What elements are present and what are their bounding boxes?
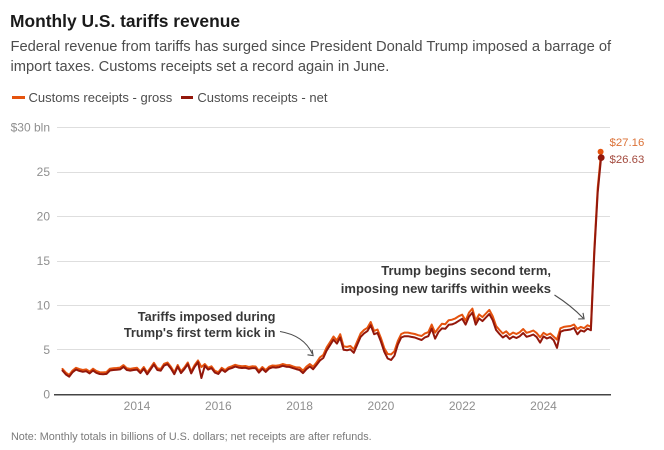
svg-text:0: 0 [43,388,50,402]
svg-text:2024: 2024 [530,399,557,413]
svg-text:2016: 2016 [205,399,232,413]
svg-text:5: 5 [43,343,50,357]
svg-text:10: 10 [37,299,51,313]
svg-text:2020: 2020 [368,399,395,413]
svg-text:2022: 2022 [449,399,476,413]
svg-text:2018: 2018 [286,399,313,413]
svg-text:25: 25 [37,165,51,179]
svg-text:2014: 2014 [124,399,151,413]
svg-text:$30 bln: $30 bln [11,121,50,135]
svg-text:20: 20 [37,210,51,224]
svg-text:15: 15 [37,254,51,268]
